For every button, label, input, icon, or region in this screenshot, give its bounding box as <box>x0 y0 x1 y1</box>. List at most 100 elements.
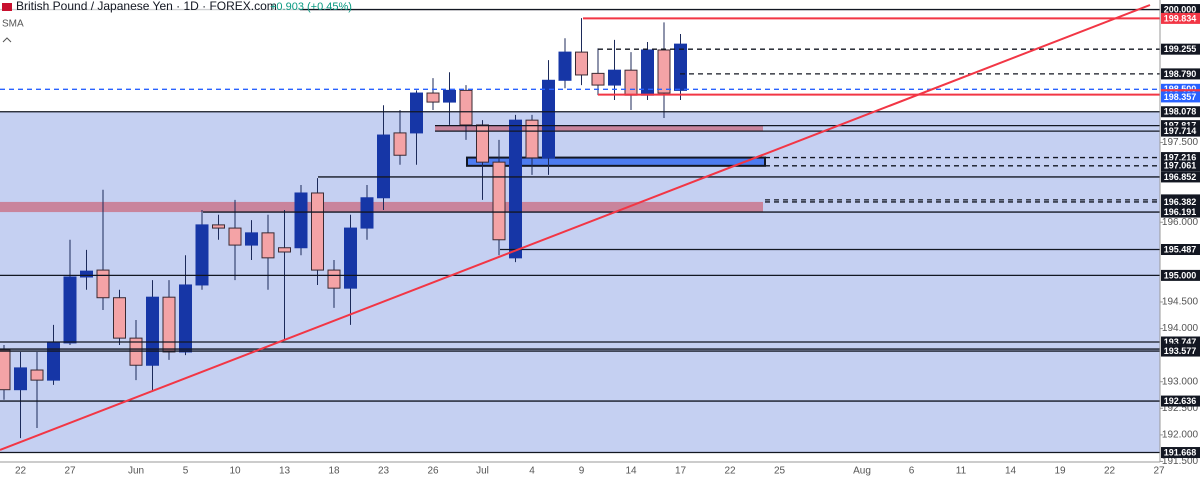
x-tick-label: 26 <box>427 466 439 477</box>
candle-body <box>641 49 654 96</box>
x-tick-label: 19 <box>1054 466 1066 477</box>
candle-body <box>624 69 638 96</box>
level-label-box <box>1161 4 1200 16</box>
plot-foreground <box>0 8 1160 454</box>
level-label: 196.852 <box>1164 172 1197 182</box>
candle-body <box>459 89 473 126</box>
level-label-box <box>1161 171 1200 183</box>
x-tick-label: 17 <box>675 466 687 477</box>
candle-body <box>410 92 423 134</box>
level-label: 200.000 <box>1164 4 1197 14</box>
candle-body <box>311 192 324 271</box>
candle-body <box>113 297 126 339</box>
x-tick-label: Jul <box>476 466 489 477</box>
x-tick-label: 5 <box>183 466 189 477</box>
x-tick-label: 23 <box>378 466 390 477</box>
level-label: 193.747 <box>1164 337 1197 347</box>
candle-body <box>575 51 588 76</box>
x-tick-label: 25 <box>774 466 786 477</box>
level-label: 197.061 <box>1164 161 1197 171</box>
zone <box>0 111 1160 453</box>
x-tick-label: 13 <box>279 466 291 477</box>
candle-body <box>509 119 522 259</box>
level-label: 199.834 <box>1164 13 1197 23</box>
level-label-box <box>1161 152 1200 164</box>
candle-body <box>162 296 176 353</box>
candle-body <box>393 132 407 156</box>
candle-body <box>14 367 27 391</box>
legend-bg <box>0 0 300 14</box>
candle-body <box>80 270 93 278</box>
x-tick-label: 4 <box>529 466 535 477</box>
level-label-box <box>1161 12 1200 24</box>
level-label: 193.577 <box>1164 346 1197 356</box>
x-tick-label: 6 <box>909 466 915 477</box>
level-label-box <box>1161 68 1200 80</box>
indicator-label: SMA <box>2 19 24 30</box>
candle-body <box>245 232 258 246</box>
candle-body <box>47 342 60 381</box>
candle-body <box>96 269 110 299</box>
level-label: 198.790 <box>1164 69 1197 79</box>
candle-body <box>146 296 159 366</box>
x-tick-label: 14 <box>1005 466 1017 477</box>
y-tick-label: 191.500 <box>1162 456 1199 467</box>
symbol-title: British Pound / Japanese Yen · 1D · FORE… <box>16 0 277 13</box>
candle-body <box>377 134 390 199</box>
candle-body <box>360 197 374 229</box>
candle-body <box>426 92 440 103</box>
x-tick-label: 22 <box>1104 466 1116 477</box>
level-label-box <box>1161 160 1200 172</box>
level-label-box <box>1161 91 1200 103</box>
candle-body <box>344 227 357 289</box>
y-tick-label: 196.000 <box>1162 217 1199 228</box>
candle-body <box>542 79 555 159</box>
candle-body <box>0 349 11 391</box>
level-label-box <box>1161 395 1200 407</box>
candle-body <box>261 232 275 259</box>
level-label: 197.714 <box>1164 126 1197 136</box>
level-label-box <box>1161 125 1200 137</box>
level-label: 198.078 <box>1164 107 1197 117</box>
level-label: 197.817 <box>1164 121 1197 131</box>
zone <box>0 201 763 213</box>
symbol-flag <box>2 3 12 11</box>
x-tick-label: 27 <box>64 466 76 477</box>
price-change: +0.903 (+0.45%) <box>270 1 352 13</box>
level-label-box <box>1161 206 1200 218</box>
level-label: 196.191 <box>1164 207 1197 217</box>
candle-body <box>179 284 192 353</box>
x-tick-label: 22 <box>724 466 736 477</box>
candle-body <box>278 247 291 253</box>
candle-body <box>674 43 687 91</box>
level-label-box <box>1161 106 1200 118</box>
level-label-box <box>1161 336 1200 348</box>
x-tick-label: 11 <box>956 466 967 477</box>
candle-body <box>294 192 308 249</box>
level-label: 192.636 <box>1164 396 1197 406</box>
candle-body <box>591 72 605 86</box>
y-tick-label: 194.000 <box>1162 323 1199 334</box>
candle-body <box>212 224 225 229</box>
candle-body <box>492 161 506 241</box>
candle-body <box>608 69 621 86</box>
x-tick-label: Jun <box>128 466 144 477</box>
candle-body <box>30 369 44 381</box>
level-label: 191.668 <box>1164 447 1197 457</box>
candle-body <box>525 119 539 159</box>
level-label-box <box>1161 345 1200 357</box>
x-tick-label: 14 <box>625 466 637 477</box>
candle-body <box>228 227 242 246</box>
level-label: 197.216 <box>1164 152 1197 162</box>
level-label-box <box>1161 43 1200 55</box>
zone <box>435 125 763 132</box>
candle-body <box>558 51 572 81</box>
level-label: 195.000 <box>1164 270 1197 280</box>
collapse-icon[interactable] <box>2 37 12 43</box>
level-label: 198.357 <box>1164 92 1197 102</box>
y-tick-label: 193.000 <box>1162 376 1199 387</box>
level-label-box <box>1161 244 1200 256</box>
x-tick-label: 22 <box>15 466 27 477</box>
candle-body <box>657 49 671 94</box>
